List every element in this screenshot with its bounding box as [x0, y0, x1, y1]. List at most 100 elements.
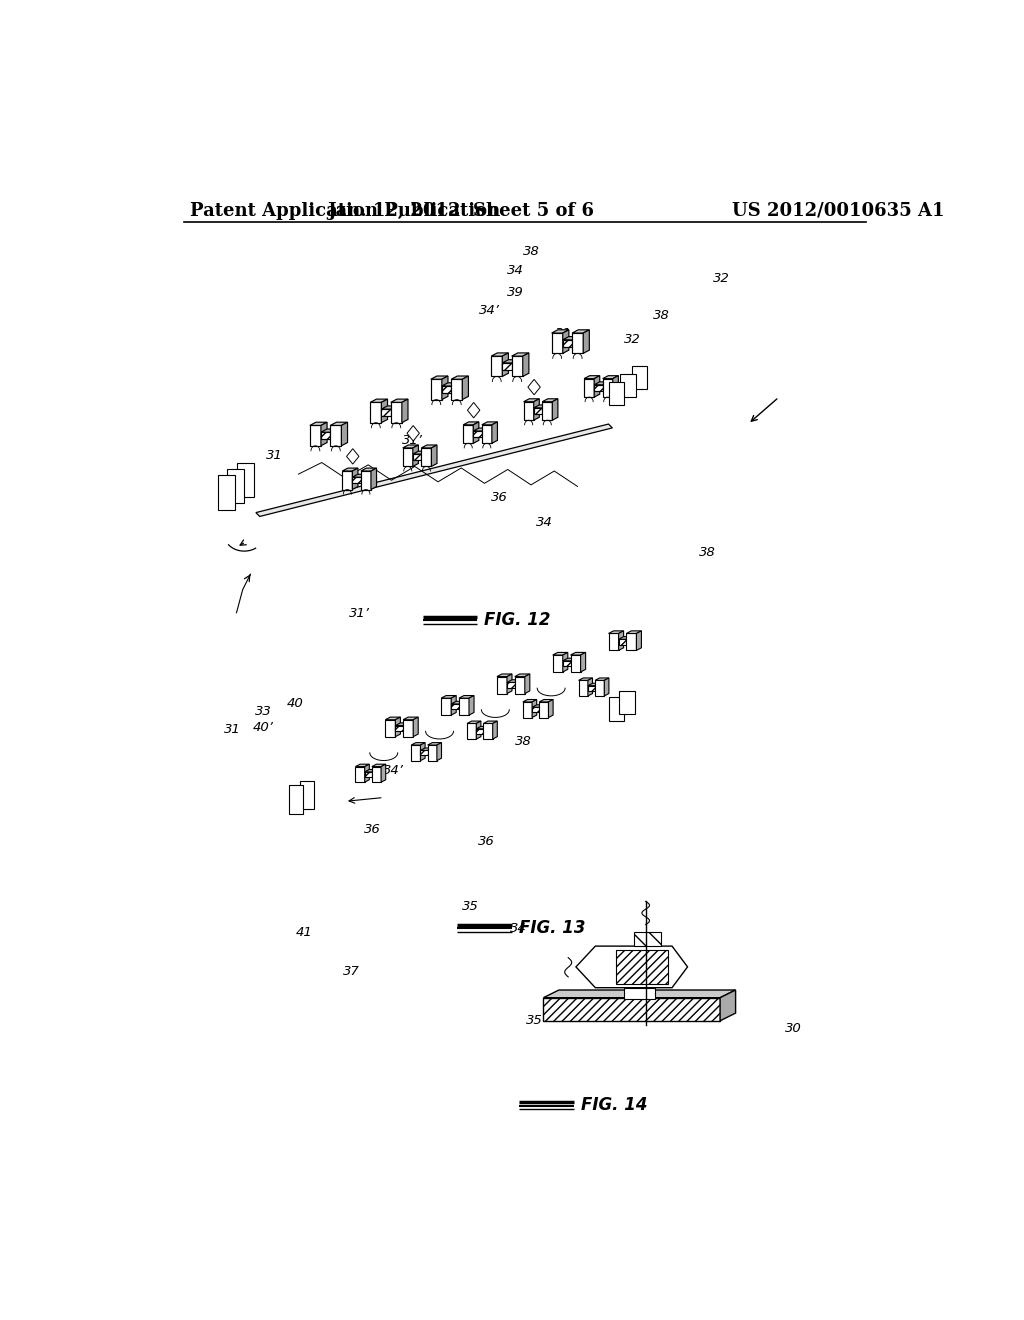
- Polygon shape: [612, 376, 618, 397]
- Polygon shape: [391, 403, 401, 422]
- Polygon shape: [594, 381, 608, 385]
- Polygon shape: [549, 700, 553, 718]
- Polygon shape: [300, 780, 314, 809]
- Polygon shape: [431, 379, 441, 400]
- Polygon shape: [570, 652, 586, 655]
- Polygon shape: [381, 399, 387, 422]
- Text: 30: 30: [784, 1022, 802, 1035]
- Polygon shape: [342, 469, 358, 471]
- Polygon shape: [431, 376, 447, 379]
- Polygon shape: [473, 428, 487, 430]
- Polygon shape: [534, 405, 548, 408]
- Polygon shape: [371, 469, 377, 490]
- Polygon shape: [627, 634, 636, 651]
- Text: 38: 38: [653, 309, 670, 322]
- Polygon shape: [579, 678, 593, 680]
- Polygon shape: [372, 767, 381, 783]
- Polygon shape: [227, 469, 245, 503]
- Polygon shape: [473, 430, 481, 437]
- Polygon shape: [552, 330, 569, 333]
- Polygon shape: [620, 692, 635, 714]
- Polygon shape: [512, 352, 528, 356]
- Polygon shape: [627, 631, 641, 634]
- Polygon shape: [352, 478, 360, 483]
- Polygon shape: [579, 680, 588, 696]
- Polygon shape: [515, 677, 524, 693]
- Polygon shape: [467, 403, 480, 418]
- Polygon shape: [407, 425, 420, 441]
- Polygon shape: [412, 743, 425, 744]
- Polygon shape: [540, 702, 549, 718]
- Polygon shape: [563, 652, 567, 672]
- Polygon shape: [563, 659, 575, 661]
- Polygon shape: [544, 990, 735, 998]
- Polygon shape: [575, 946, 687, 987]
- Polygon shape: [534, 408, 543, 414]
- Polygon shape: [365, 770, 377, 772]
- Polygon shape: [441, 376, 447, 400]
- Text: 31: 31: [224, 723, 241, 737]
- Text: FIG. 13: FIG. 13: [519, 920, 586, 937]
- Polygon shape: [421, 743, 425, 760]
- Polygon shape: [413, 454, 421, 461]
- Polygon shape: [503, 352, 509, 376]
- Text: FIG. 14: FIG. 14: [582, 1097, 648, 1114]
- Polygon shape: [431, 445, 437, 466]
- Polygon shape: [608, 381, 624, 405]
- Polygon shape: [310, 422, 327, 425]
- Polygon shape: [395, 726, 403, 731]
- Polygon shape: [523, 401, 534, 420]
- Polygon shape: [603, 376, 618, 379]
- Polygon shape: [421, 750, 428, 755]
- Polygon shape: [584, 379, 594, 397]
- Polygon shape: [365, 772, 372, 777]
- Polygon shape: [608, 631, 624, 634]
- Polygon shape: [523, 700, 537, 702]
- Polygon shape: [414, 717, 418, 737]
- Polygon shape: [570, 655, 581, 672]
- Polygon shape: [321, 429, 337, 432]
- Polygon shape: [563, 337, 579, 339]
- Polygon shape: [507, 680, 520, 682]
- Polygon shape: [441, 385, 452, 393]
- Polygon shape: [492, 352, 509, 356]
- Polygon shape: [395, 717, 400, 737]
- Polygon shape: [524, 675, 529, 693]
- Polygon shape: [636, 631, 641, 651]
- Polygon shape: [421, 748, 432, 750]
- Polygon shape: [381, 405, 397, 409]
- Text: 34: 34: [536, 516, 552, 529]
- Polygon shape: [507, 675, 512, 693]
- Polygon shape: [476, 726, 488, 729]
- Polygon shape: [310, 425, 321, 446]
- Text: US 2012/0010635 A1: US 2012/0010635 A1: [732, 202, 945, 219]
- Polygon shape: [452, 696, 457, 715]
- Polygon shape: [481, 425, 492, 444]
- Polygon shape: [552, 333, 563, 354]
- Polygon shape: [428, 744, 437, 760]
- Polygon shape: [321, 422, 327, 446]
- Polygon shape: [402, 445, 419, 447]
- Polygon shape: [584, 376, 600, 379]
- Polygon shape: [720, 990, 735, 1020]
- Polygon shape: [608, 634, 618, 651]
- Polygon shape: [581, 652, 586, 672]
- Text: 40: 40: [287, 697, 303, 710]
- Polygon shape: [467, 721, 481, 723]
- Polygon shape: [544, 998, 720, 1020]
- Polygon shape: [413, 451, 427, 454]
- Polygon shape: [588, 685, 595, 690]
- Polygon shape: [467, 723, 476, 739]
- Polygon shape: [604, 678, 609, 696]
- Polygon shape: [481, 422, 498, 425]
- Polygon shape: [493, 721, 498, 739]
- Polygon shape: [532, 700, 537, 718]
- Polygon shape: [371, 403, 381, 422]
- Polygon shape: [532, 705, 544, 708]
- Polygon shape: [346, 449, 359, 465]
- Text: 39: 39: [507, 286, 523, 300]
- Polygon shape: [588, 684, 600, 685]
- Polygon shape: [385, 717, 400, 719]
- Polygon shape: [616, 950, 669, 983]
- Text: 36: 36: [492, 491, 508, 504]
